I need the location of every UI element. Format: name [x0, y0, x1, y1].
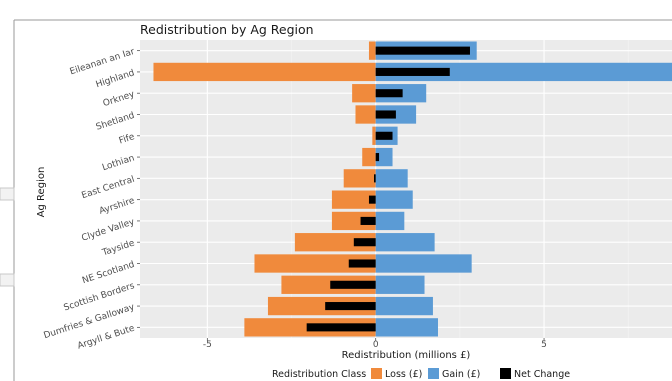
loss-bar — [355, 105, 376, 124]
y-tick-label: Shetland — [95, 111, 136, 133]
legend-title: Redistribution Class — [272, 369, 366, 380]
x-tick-label: -5 — [203, 340, 212, 350]
loss-bar — [267, 296, 376, 316]
loss-bar — [343, 169, 376, 188]
net-change-bar — [330, 280, 376, 289]
gain-bar — [375, 147, 393, 167]
gain-bar — [375, 254, 472, 273]
gain-bar — [375, 275, 425, 294]
legend-net-change-swatch — [500, 368, 511, 379]
y-tick-label: Orkney — [102, 89, 137, 109]
legend-net-change-label: Net Change — [514, 369, 570, 380]
loss-bar — [331, 211, 376, 231]
left-edge-widget — [0, 273, 15, 287]
gain-bar — [375, 62, 672, 82]
x-axis-label: Redistribution (millions £) — [342, 350, 471, 361]
gain-bar — [375, 169, 408, 188]
net-change-bar — [375, 110, 396, 119]
bars — [153, 41, 672, 337]
legend-gain-swatch — [428, 368, 439, 379]
chart-chrome — [0, 19, 672, 381]
legend-loss-label: Loss (£) — [385, 369, 422, 380]
net-change-bar — [374, 174, 376, 183]
loss-bar — [368, 41, 376, 60]
legend-gain-label: Gain (£) — [442, 369, 480, 380]
net-change-bar — [375, 46, 470, 55]
y-axis-label: Ag Region — [36, 167, 47, 218]
left-edge-widget — [0, 187, 15, 201]
y-tick-label: Tayside — [100, 238, 136, 258]
y-tick-label: Ayrshire — [98, 196, 136, 217]
loss-bar — [281, 275, 376, 294]
gain-bar — [375, 190, 413, 209]
chart-title: Redistribution by Ag Region — [140, 22, 314, 37]
net-change-bar — [360, 216, 376, 225]
y-tick-label: Fife — [118, 132, 136, 147]
net-change-bar — [348, 259, 376, 268]
gain-bar — [375, 233, 435, 252]
x-tick-labels: -5 0 5 — [203, 338, 547, 350]
x-tick-label: 5 — [541, 340, 547, 350]
legend-loss-swatch — [371, 368, 382, 379]
y-tick-label: Highland — [95, 68, 136, 90]
loss-bar — [254, 254, 376, 273]
net-change-bar — [325, 302, 376, 311]
net-change-bar — [375, 67, 450, 76]
loss-bar — [362, 147, 376, 167]
net-change-bar — [375, 89, 403, 98]
y-tick-labels: Eileanan an IarHighlandOrkneyShetlandFif… — [43, 47, 140, 352]
loss-bar — [153, 62, 376, 82]
loss-bar — [372, 126, 376, 145]
x-tick-label: 0 — [373, 340, 379, 350]
loss-bar — [352, 84, 376, 103]
gain-bar — [375, 318, 438, 337]
gain-bar — [375, 211, 405, 231]
net-change-bar — [375, 131, 393, 140]
net-change-bar — [306, 323, 376, 332]
gain-bar — [375, 296, 433, 316]
loss-bar — [331, 190, 376, 209]
net-change-bar — [368, 195, 376, 204]
net-change-bar — [375, 153, 380, 162]
y-tick-label: Lothian — [101, 153, 136, 173]
net-change-bar — [353, 238, 376, 247]
legend: Redistribution Class Loss (£) Gain (£) Net … — [272, 368, 570, 380]
loss-bar — [294, 233, 376, 252]
